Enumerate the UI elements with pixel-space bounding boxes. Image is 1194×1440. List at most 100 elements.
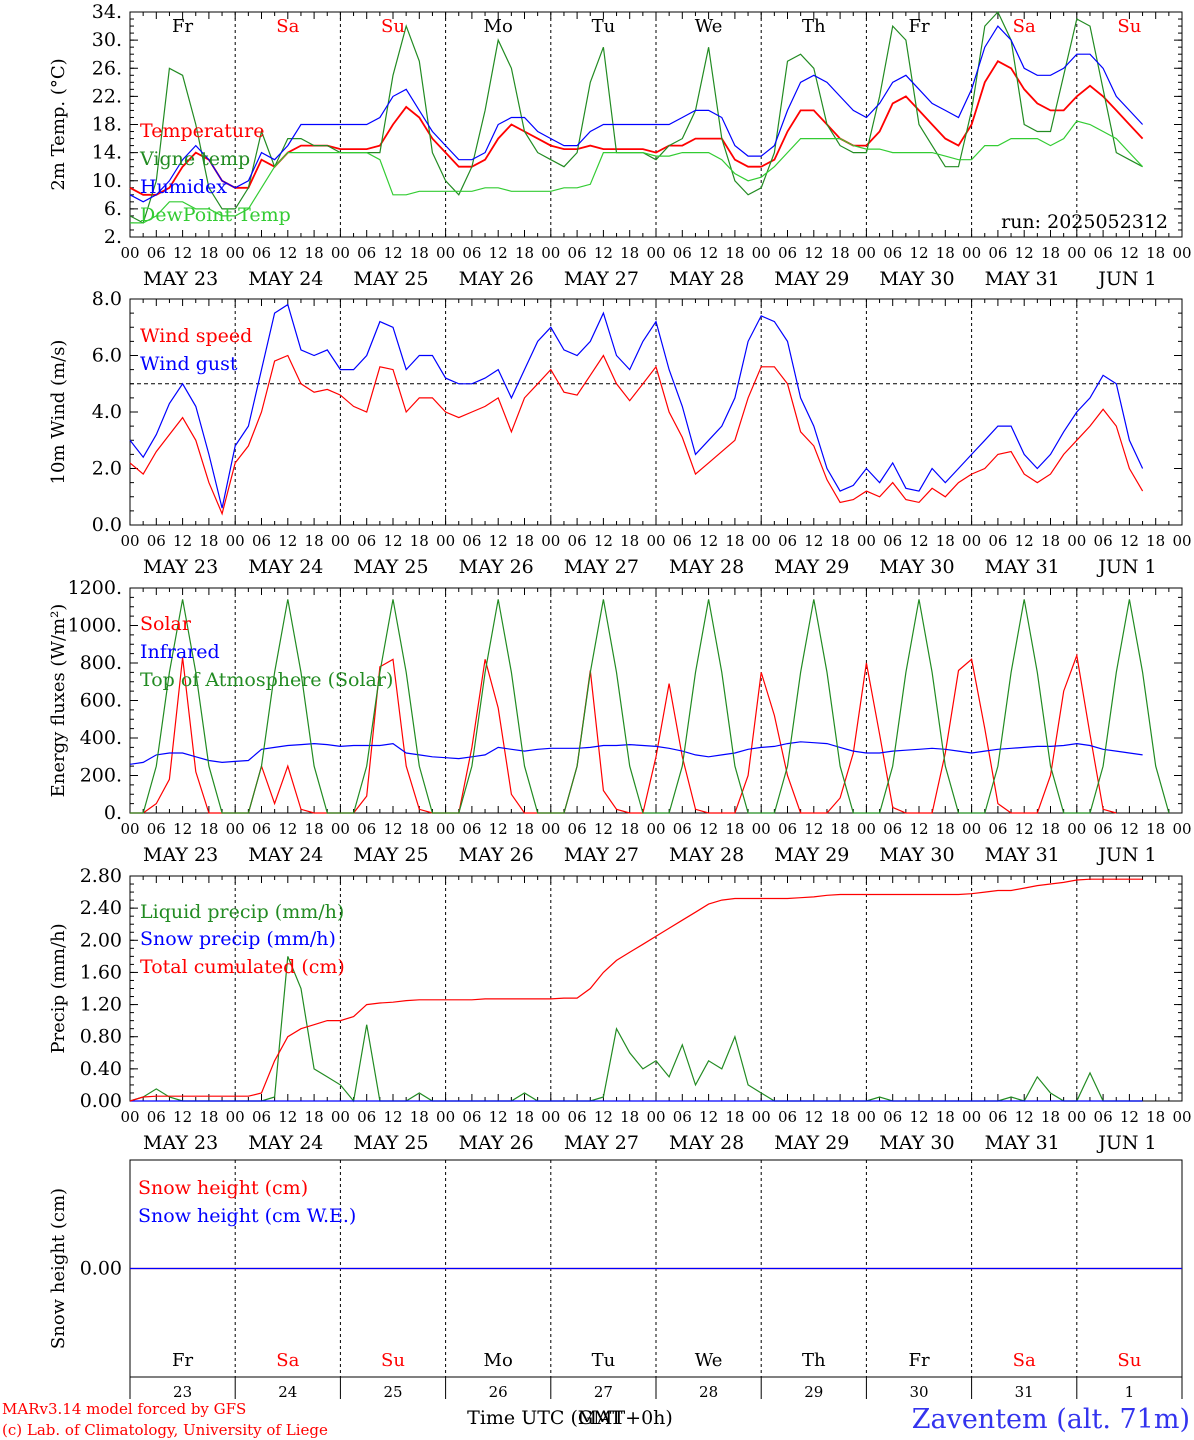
series-line-3 — [129, 25, 1144, 203]
plot-frame — [129, 587, 1183, 814]
date-label: JUN 1 — [1096, 556, 1156, 578]
panel-1: 00 06 12 18 00 06 12 18 00 06 12 18 00 06 12 18 00 06 12 18… — [48, 1, 1192, 290]
day-name: Fr — [172, 1350, 193, 1371]
hour-tick-label: 00 — [1172, 244, 1191, 262]
hour-tick-label: 06 — [1094, 1108, 1113, 1126]
hour-tick-label: 18 — [410, 244, 429, 262]
hour-tick-label: 18 — [936, 820, 955, 838]
hour-tick-label: 00 — [1067, 820, 1086, 838]
day-number: 1 — [1125, 1383, 1135, 1401]
day-number: 30 — [909, 1383, 928, 1401]
hour-tick-label: 12 — [909, 820, 928, 838]
date-label: MAY 25 — [353, 556, 428, 578]
hour-tick-label: 06 — [568, 1108, 587, 1126]
series-line-1 — [129, 60, 1144, 196]
y-tick-label: 0. — [104, 802, 122, 824]
hour-tick-label: 00 — [962, 820, 981, 838]
hour-tick-label: 06 — [252, 1108, 271, 1126]
day-name: Su — [1117, 1350, 1141, 1371]
y-tick-label: 1200. — [68, 577, 122, 599]
date-label: MAY 27 — [564, 556, 639, 578]
series-line-1 — [129, 354, 1144, 516]
y-tick-label: 2. — [104, 226, 122, 248]
day-name: Sa — [276, 1350, 299, 1371]
hour-tick-label: 00 — [226, 820, 245, 838]
date-label: MAY 24 — [248, 268, 323, 290]
hour-tick-label: 06 — [147, 532, 166, 550]
hour-tick-label: 06 — [883, 532, 902, 550]
y-axis-label: Precip (mm/h) — [48, 923, 69, 1053]
day-name: Mo — [484, 1350, 513, 1371]
date-label: MAY 29 — [774, 268, 849, 290]
time-axis-overlay: MAT — [578, 1407, 623, 1429]
day-number: 31 — [1015, 1383, 1034, 1401]
series-line-2 — [129, 303, 1144, 509]
hour-tick-label: 00 — [646, 532, 665, 550]
legend-entry: Liquid precip (mm/h) — [140, 901, 344, 923]
hour-tick-label: 06 — [252, 820, 271, 838]
day-name: We — [695, 16, 723, 37]
hour-tick-label: 12 — [909, 244, 928, 262]
hour-tick-label: 18 — [1146, 532, 1165, 550]
hour-tick-label: 06 — [568, 532, 587, 550]
date-label: MAY 23 — [143, 268, 218, 290]
date-label: MAY 31 — [985, 556, 1060, 578]
hour-tick-label: 00 — [1067, 532, 1086, 550]
hour-tick-label: 06 — [1094, 820, 1113, 838]
y-tick-label: 6.0 — [92, 345, 122, 367]
date-label: MAY 24 — [248, 844, 323, 866]
day-name: Sa — [1013, 16, 1036, 37]
hour-tick-label: 06 — [357, 244, 376, 262]
hour-tick-label: 00 — [646, 244, 665, 262]
hour-tick-label: 06 — [1094, 532, 1113, 550]
y-axis-label: 2m Temp. (°C) — [48, 58, 69, 190]
hour-tick-label: 00 — [541, 1108, 560, 1126]
y-tick-label: 0.40 — [80, 1058, 122, 1080]
hour-tick-label: 06 — [1094, 244, 1113, 262]
hour-tick-label: 00 — [962, 244, 981, 262]
day-name: We — [695, 1350, 723, 1371]
hour-tick-label: 06 — [673, 244, 692, 262]
date-label: MAY 26 — [459, 1132, 534, 1154]
day-name: Fr — [908, 1350, 929, 1371]
date-label: MAY 25 — [353, 844, 428, 866]
hour-tick-label: 18 — [305, 244, 324, 262]
hour-tick-label: 12 — [383, 1108, 402, 1126]
hour-tick-label: 00 — [857, 1108, 876, 1126]
y-tick-label: 600. — [80, 690, 122, 712]
day-number: 24 — [278, 1383, 297, 1401]
hour-tick-label: 12 — [699, 820, 718, 838]
hour-tick-label: 06 — [778, 532, 797, 550]
hour-tick-label: 12 — [909, 1108, 928, 1126]
hour-tick-label: 06 — [883, 244, 902, 262]
hour-tick-label: 12 — [278, 820, 297, 838]
day-name: Su — [381, 16, 405, 37]
hour-tick-label: 00 — [1172, 532, 1191, 550]
date-label: MAY 24 — [248, 556, 323, 578]
hour-tick-label: 00 — [857, 532, 876, 550]
hour-tick-label: 18 — [936, 532, 955, 550]
hour-tick-label: 18 — [831, 532, 850, 550]
hour-tick-label: 06 — [147, 1108, 166, 1126]
day-name: Mo — [484, 16, 513, 37]
legend-entry: Wind speed — [140, 325, 252, 347]
hour-tick-label: 00 — [120, 820, 139, 838]
date-label: MAY 31 — [985, 1132, 1060, 1154]
hour-tick-label: 18 — [199, 244, 218, 262]
hour-tick-label: 00 — [331, 820, 350, 838]
y-tick-label: 1000. — [68, 615, 122, 637]
y-tick-label: 0.00 — [80, 1090, 122, 1112]
hour-tick-label: 12 — [278, 1108, 297, 1126]
hour-tick-label: 12 — [173, 1108, 192, 1126]
date-label: MAY 24 — [248, 1132, 323, 1154]
hour-tick-label: 18 — [936, 244, 955, 262]
y-tick-label: 1.20 — [80, 994, 122, 1016]
hour-tick-label: 06 — [462, 820, 481, 838]
y-tick-label: 2.0 — [92, 458, 122, 480]
day-number: 23 — [173, 1383, 192, 1401]
hour-tick-label: 12 — [804, 244, 823, 262]
hour-tick-label: 18 — [410, 532, 429, 550]
date-label: MAY 23 — [143, 844, 218, 866]
hour-tick-label: 18 — [410, 1108, 429, 1126]
series-line-3 — [129, 878, 1143, 1102]
